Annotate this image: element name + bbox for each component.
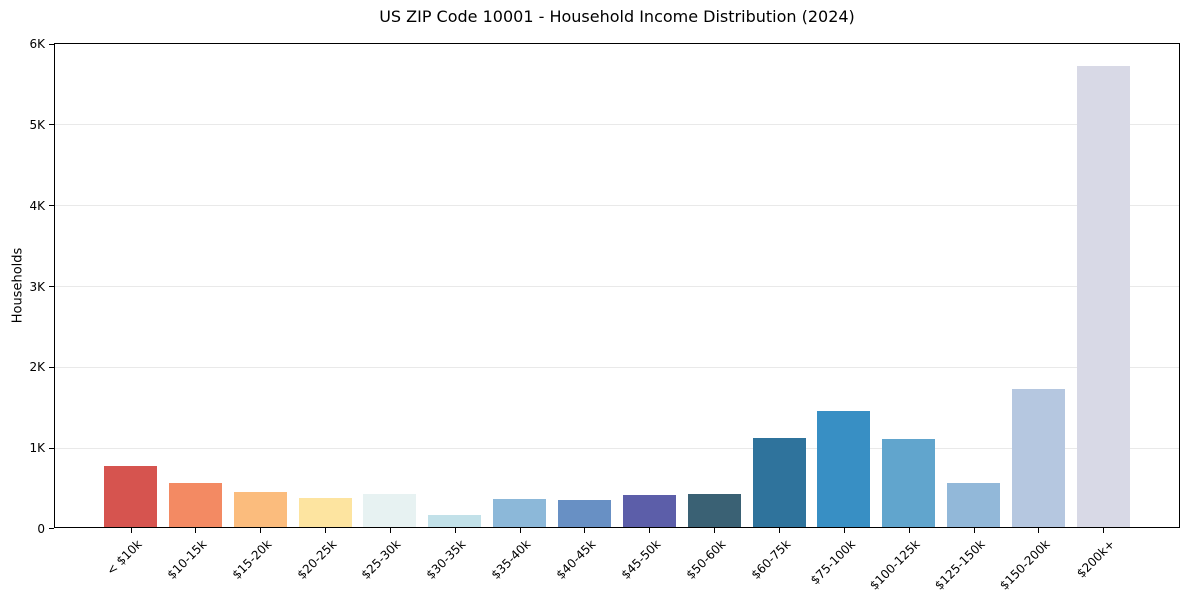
y-tick <box>49 44 54 45</box>
x-tick-label-25-30k: $25-30k <box>358 537 404 582</box>
x-tick-label-150-200k: $150-200k <box>996 537 1053 590</box>
x-tick <box>584 528 586 533</box>
bar-35-40k <box>493 499 547 527</box>
x-tick <box>1038 528 1040 533</box>
chart-title: US ZIP Code 10001 - Household Income Dis… <box>379 7 855 26</box>
bar-10k <box>104 466 157 527</box>
bar-60-75k <box>752 438 806 527</box>
x-tick <box>260 528 262 533</box>
plot-area: Households 0 1K 2K 3K 4K 5K 6K < $10k $10-15k $15… <box>11 37 1180 590</box>
y-tick <box>49 447 54 449</box>
bar-125-150k <box>947 482 1001 527</box>
x-tick-label-200k: $200k+ <box>1073 537 1118 581</box>
x-tick <box>973 528 975 533</box>
x-tick <box>1103 528 1105 533</box>
bar-40-45k <box>557 499 611 527</box>
x-tick <box>195 528 197 533</box>
x-tick-label-35-40k: $35-40k <box>488 537 534 582</box>
gridline-3k <box>55 286 1179 287</box>
x-tick-label-45-50k: $45-50k <box>618 537 664 582</box>
x-tick-label-100-125k: $100-125k <box>866 537 923 590</box>
bar-15-20k <box>233 491 287 527</box>
x-tick <box>779 528 780 533</box>
x-tick-label-125-150k: $125-150k <box>931 537 988 590</box>
y-tick-label-3k: 3K <box>29 279 45 294</box>
x-tick <box>454 528 456 533</box>
y-tick <box>49 124 54 126</box>
x-tick-label-10-15k: $10-15k <box>164 537 210 582</box>
gridline-4k <box>55 205 1179 207</box>
y-tick <box>49 286 54 287</box>
y-tick <box>49 205 54 207</box>
x-tick-label-20-25k: $20-25k <box>294 537 339 582</box>
x-tick <box>843 528 845 533</box>
y-tick-label-2k: 2K <box>29 360 45 375</box>
y-tick-label-0: 0 <box>37 522 45 536</box>
x-tick <box>908 528 910 533</box>
bar-200k <box>1076 66 1130 527</box>
x-tick <box>519 528 521 533</box>
x-tick <box>649 528 651 533</box>
bar-25-30k <box>363 493 417 527</box>
x-tick-label-40-45k: $40-45k <box>553 537 599 582</box>
y-tick-label-4k: 4K <box>29 198 45 213</box>
bar-150-200k <box>1011 389 1065 527</box>
x-tick-label-75-100k: $75-100k <box>807 537 858 588</box>
x-tick-label-15-20k: $15-20k <box>229 537 275 582</box>
x-tick <box>389 528 391 533</box>
x-tick <box>130 528 132 533</box>
bar-30-35k <box>428 515 482 527</box>
y-tick-label-1k: 1K <box>29 441 45 456</box>
x-tick-label-60-75k: $60-75k <box>748 537 793 582</box>
x-tick-label-30-35k: $30-35k <box>423 537 469 582</box>
x-tick-label-10k: < $10k <box>103 537 145 578</box>
x-tick <box>325 528 327 533</box>
gridline-5k <box>55 124 1179 126</box>
bar-10-15k <box>168 482 222 527</box>
x-tick-label-50-60k: $50-60k <box>683 537 729 582</box>
bar-20-25k <box>298 497 352 527</box>
bar-75-100k <box>817 411 871 527</box>
y-tick <box>49 366 54 368</box>
y-tick <box>49 528 54 529</box>
x-tick <box>714 528 716 533</box>
gridline-2k <box>55 366 1179 368</box>
y-tick-label-5k: 5K <box>29 117 45 132</box>
y-tick-label-6k: 6K <box>29 37 45 51</box>
bar-100-125k <box>882 439 936 527</box>
gridline-1k <box>55 447 1179 449</box>
bar-50-60k <box>687 494 741 527</box>
bar-45-50k <box>622 494 676 527</box>
